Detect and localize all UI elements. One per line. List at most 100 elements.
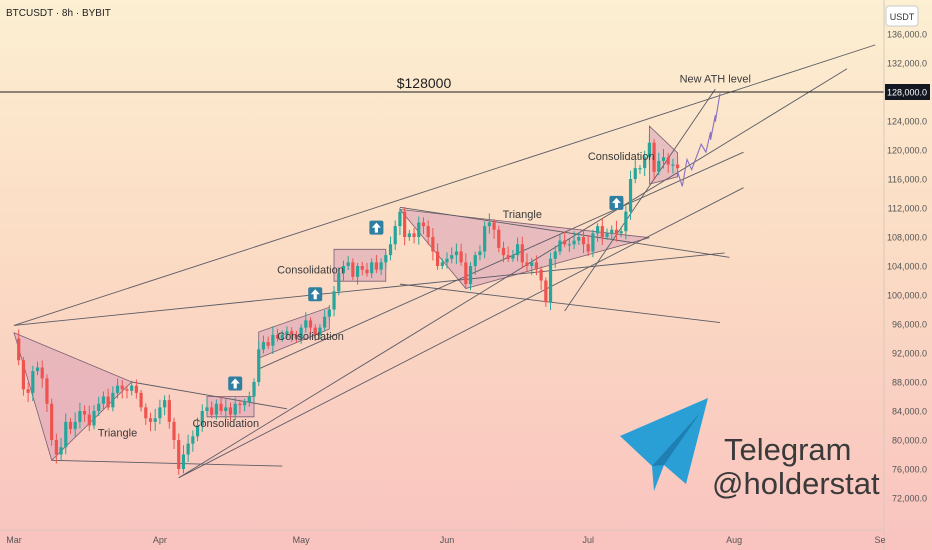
price-tag-label: 128,000.0 [887,88,927,98]
trendline-9 [564,88,716,312]
telegram-handle: @holderstat [712,466,880,501]
candle-body [275,334,280,339]
candle-body [403,211,407,237]
candle-body [454,251,459,256]
candle-body [87,414,91,426]
candle-body [633,168,637,179]
candle-body [153,418,157,422]
candle-body [125,389,129,391]
candle-body [379,262,383,270]
candle-body [534,262,539,270]
candle-body [553,251,557,259]
candle-body [525,262,529,266]
candle-body [290,331,294,335]
candle-body [332,291,336,310]
candle-body [337,273,341,292]
candle-body [515,244,520,256]
candle-body [671,164,675,166]
candle-body [417,222,421,237]
candle-body [280,334,284,339]
candle-body [210,407,214,415]
annotation-label: Triangle [98,427,137,439]
candle-body [355,266,360,277]
price-tick-label: 88,000.0 [892,378,927,388]
candle-body [134,385,138,393]
candle-body [605,233,609,237]
candle-body [64,421,68,448]
candle-body [252,382,256,397]
candle-body [581,237,586,245]
candle-body [563,240,567,245]
trendline-5 [178,187,744,479]
price-tick-label: 124,000.0 [887,117,927,127]
price-axis[interactable]: 136,000.0 132,000.0 124,000.0 120,000.0 116,… [883,0,930,550]
currency-badge[interactable]: USDT [885,5,919,27]
candle-body [426,226,430,237]
breakout-arrow-icon [308,287,323,302]
candle-body [200,411,204,426]
ath-level: $128000 [0,75,884,93]
candle-body [266,342,270,346]
price-tick-label: 132,000.0 [887,59,927,69]
candle-body [370,262,374,274]
candle-body [539,269,543,281]
candle-body [299,327,303,339]
trendline-4 [178,68,848,479]
candle-body [412,233,416,237]
arrow-up-icon [230,378,240,389]
candle-body [181,454,186,469]
trendline-1 [13,252,725,326]
candle-body [101,396,106,404]
candle-body [163,400,167,408]
candle-body [219,403,223,411]
candle-body [214,403,218,415]
candle-body [78,411,82,422]
candle-body [130,385,134,391]
candle-body [73,421,77,430]
candle-body [318,327,322,335]
candle-body [167,400,171,422]
candle-body [21,360,26,390]
time-tick-label: Jun [440,535,455,545]
candle-body [374,262,379,270]
candle-body [421,222,426,227]
trendline-3 [51,459,283,467]
candle-body [676,164,680,169]
time-tick-label: Jul [582,535,594,545]
breakout-arrow-icon [228,376,243,391]
symbol-title: BTCUSDT · 8h · BYBIT [6,8,111,19]
candle-body [614,229,619,234]
annotation-label: Consolidation [588,151,655,163]
candle-body [657,160,661,172]
candle-body [351,262,355,277]
projection-line [677,93,721,187]
arrow-up-icon [310,289,320,300]
candle-body [487,222,491,227]
candle-body [172,421,176,440]
candle-body [92,411,96,426]
candle-body [68,421,73,430]
candle-body [661,157,666,161]
trendline-2 [131,381,288,410]
candle-body [177,440,181,469]
telegram-word: Telegram [724,432,852,467]
price-tick-label: 104,000.0 [887,262,927,272]
price-tick-label: 92,000.0 [892,349,927,359]
candle-body [501,247,506,256]
price-tick-label: 76,000.0 [892,465,927,475]
candle-body [435,251,440,266]
annotation-label: Consolidation [277,331,344,343]
arrow-up-icon [611,197,621,208]
price-tick-label: 84,000.0 [892,407,927,417]
candle-body [257,349,261,382]
candle-body [308,320,313,328]
trendline-8 [399,283,721,323]
price-tick-label: 120,000.0 [887,146,927,156]
price-tag-box [885,84,930,100]
candle-body [544,280,548,303]
time-axis[interactable]: Mar Apr May Jun Jul Aug Se [0,529,886,545]
candle-body [548,258,553,303]
candle-body [530,262,534,266]
